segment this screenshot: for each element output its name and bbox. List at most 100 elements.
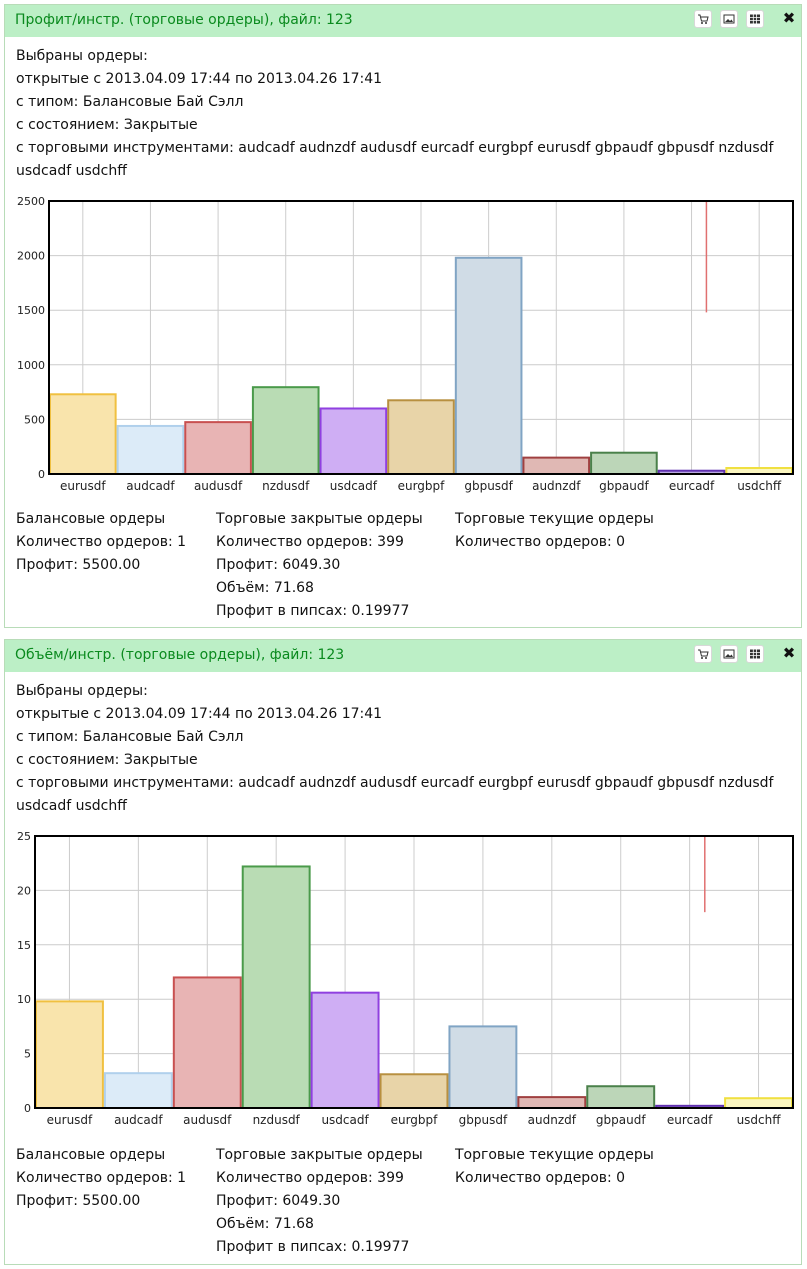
closed-stats: Торговые закрытые ордеры Количество орде… bbox=[216, 508, 423, 623]
x-tick-label: gbpaudf bbox=[596, 1113, 646, 1127]
x-tick-label: audcadf bbox=[114, 1113, 163, 1127]
bar-gbpaudf bbox=[590, 451, 658, 475]
image-button[interactable] bbox=[720, 645, 738, 663]
x-tick-label: eurgbpf bbox=[398, 479, 446, 493]
stat-line: Профит в пипсах: 0.19977 bbox=[216, 603, 410, 619]
x-tick-label: usdchff bbox=[737, 479, 782, 493]
desc-line: с торговыми инструментами: audcadf audnz… bbox=[16, 775, 774, 814]
desc-line: с типом: Балансовые Бай Сэлл bbox=[16, 94, 244, 110]
desc-line: с торговыми инструментами: audcadf audnz… bbox=[16, 140, 774, 179]
selection-description: Выбраны ордеры: открытые с 2013.04.09 17… bbox=[16, 45, 776, 183]
bar-eurgbpf bbox=[387, 399, 455, 475]
image-icon bbox=[723, 14, 735, 24]
desc-line: Выбраны ордеры: bbox=[16, 48, 148, 64]
volume-panel: Объём/инстр. (торговые ордеры), файл: 12… bbox=[4, 639, 802, 1265]
selection-description: Выбраны ордеры: открытые с 2013.04.09 17… bbox=[16, 680, 776, 818]
cart-button[interactable] bbox=[694, 645, 712, 663]
y-tick-label: 25 bbox=[17, 830, 31, 843]
stat-title: Балансовые ордеры bbox=[16, 511, 166, 527]
x-tick-label: nzdusdf bbox=[253, 1113, 301, 1127]
bar-nzdusdf bbox=[251, 386, 320, 476]
grid-icon bbox=[750, 649, 760, 659]
stat-title: Балансовые ордеры bbox=[16, 1147, 166, 1163]
profit-panel: Профит/инстр. (торговые ордеры), файл: 1… bbox=[4, 4, 802, 628]
grid-button[interactable] bbox=[746, 645, 764, 663]
y-tick-label: 20 bbox=[17, 884, 31, 897]
bar-gbpusdf bbox=[454, 256, 523, 475]
y-tick-label: 0 bbox=[38, 468, 45, 481]
x-tick-label: audcadf bbox=[126, 479, 175, 493]
image-button[interactable] bbox=[720, 10, 738, 28]
x-tick-label: audnzdf bbox=[532, 479, 581, 493]
x-tick-label: usdchff bbox=[737, 1113, 782, 1127]
close-icon[interactable]: ✖ bbox=[782, 9, 796, 27]
stat-title: Торговые текущие ордеры bbox=[455, 511, 654, 527]
y-tick-label: 0 bbox=[24, 1102, 31, 1115]
image-icon bbox=[723, 649, 735, 659]
bar-eurgbpf bbox=[379, 1073, 449, 1110]
y-tick-label: 10 bbox=[17, 993, 31, 1006]
x-tick-label: eurcadf bbox=[667, 1113, 713, 1127]
bar-gbpusdf bbox=[448, 1025, 518, 1109]
x-tick-label: gbpusdf bbox=[464, 479, 513, 493]
balance-stats: Балансовые ордеры Количество ордеров: 1 … bbox=[16, 508, 186, 577]
grid-icon bbox=[750, 14, 760, 24]
bar-audusdf bbox=[184, 421, 252, 476]
bar-usdchff bbox=[724, 1097, 793, 1110]
desc-line: открытые с 2013.04.09 17:44 по 2013.04.2… bbox=[16, 706, 383, 722]
x-tick-label: nzdusdf bbox=[262, 479, 310, 493]
x-tick-label: gbpaudf bbox=[599, 479, 649, 493]
y-tick-label: 2000 bbox=[17, 250, 45, 263]
bar-audnzdf bbox=[517, 1096, 587, 1109]
current-stats: Торговые текущие ордеры Количество ордер… bbox=[455, 1144, 654, 1190]
x-tick-label: gbpusdf bbox=[459, 1113, 508, 1127]
balance-stats: Балансовые ордеры Количество ордеров: 1 … bbox=[16, 1144, 186, 1213]
y-tick-label: 5 bbox=[24, 1048, 31, 1061]
bar-eurusdf bbox=[35, 1000, 104, 1110]
x-tick-label: audusdf bbox=[183, 1113, 232, 1127]
desc-line: с состоянием: Закрытые bbox=[16, 752, 198, 768]
stat-line: Количество ордеров: 0 bbox=[455, 534, 626, 550]
profit-chart: 0 500 1000 1500 2000 2500 eurusdf audcadf audusd… bbox=[17, 195, 794, 493]
x-tick-label: audnzdf bbox=[528, 1113, 577, 1127]
stat-line: Профит: 6049.30 bbox=[216, 557, 341, 573]
stat-line: Профит в пипсах: 0.19977 bbox=[216, 1239, 410, 1255]
bar-audcadf bbox=[103, 1072, 173, 1110]
close-icon[interactable]: ✖ bbox=[782, 644, 796, 662]
cart-icon bbox=[698, 14, 709, 24]
stat-line: Профит: 5500.00 bbox=[16, 557, 141, 573]
volume-chart: 0 5 10 15 20 25 eurusdf audcadf audusdf nzdusdf us… bbox=[17, 830, 794, 1127]
closed-stats: Торговые закрытые ордеры Количество орде… bbox=[216, 1144, 423, 1259]
panel-title: Профит/инстр. (торговые ордеры), файл: 1… bbox=[15, 12, 353, 28]
x-tick-label: eurusdf bbox=[60, 479, 106, 493]
stat-line: Объём: 71.68 bbox=[216, 1216, 314, 1232]
panel-title: Объём/инстр. (торговые ордеры), файл: 12… bbox=[15, 647, 345, 663]
grid-button[interactable] bbox=[746, 10, 764, 28]
x-tick-label: eurcadf bbox=[669, 479, 715, 493]
stat-title: Торговые закрытые ордеры bbox=[216, 1147, 423, 1163]
stat-line: Количество ордеров: 399 bbox=[216, 534, 404, 550]
desc-line: Выбраны ордеры: bbox=[16, 683, 148, 699]
stat-line: Количество ордеров: 1 bbox=[16, 534, 187, 550]
y-tick-label: 2500 bbox=[17, 195, 45, 208]
x-tick-label: eurgbpf bbox=[391, 1113, 439, 1127]
stat-line: Количество ордеров: 0 bbox=[455, 1170, 626, 1186]
bar-nzdusdf bbox=[241, 865, 311, 1109]
bar-audcadf bbox=[116, 424, 185, 475]
cart-button[interactable] bbox=[694, 10, 712, 28]
y-tick-label: 1000 bbox=[17, 359, 45, 372]
desc-line: с состоянием: Закрытые bbox=[16, 117, 198, 133]
bar-usdcadf bbox=[319, 407, 388, 475]
stat-line: Профит: 5500.00 bbox=[16, 1193, 141, 1209]
bar-eurusdf bbox=[49, 393, 117, 475]
y-tick-label: 15 bbox=[17, 939, 31, 952]
plot-frame bbox=[34, 835, 794, 1109]
stat-title: Торговые закрытые ордеры bbox=[216, 511, 423, 527]
x-tick-label: usdcadf bbox=[330, 479, 378, 493]
desc-line: с типом: Балансовые Бай Сэлл bbox=[16, 729, 244, 745]
panel-titlebar: Профит/инстр. (торговые ордеры), файл: 1… bbox=[5, 5, 801, 37]
bar-usdcadf bbox=[310, 991, 380, 1109]
stat-line: Количество ордеров: 399 bbox=[216, 1170, 404, 1186]
y-tick-label: 500 bbox=[24, 413, 45, 426]
stat-line: Объём: 71.68 bbox=[216, 580, 314, 596]
